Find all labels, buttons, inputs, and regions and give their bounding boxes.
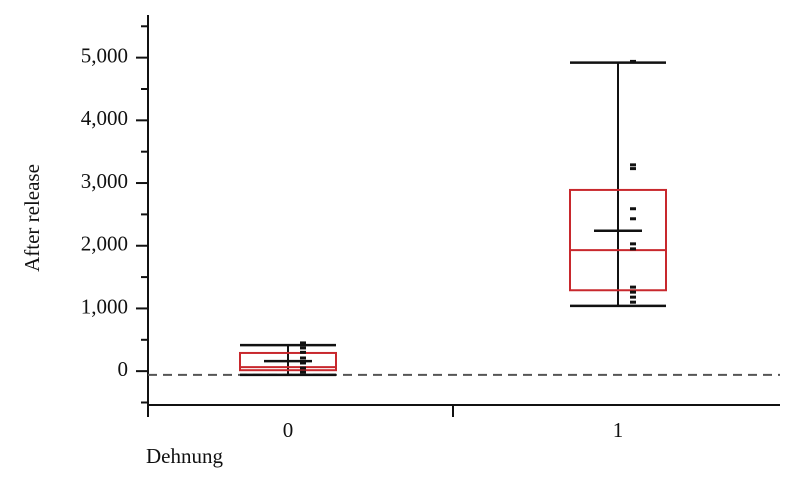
x-tick-label: 0 xyxy=(283,418,294,442)
y-tick-label: 3,000 xyxy=(81,169,128,193)
x-axis-label: Dehnung xyxy=(146,444,223,468)
box xyxy=(239,351,337,372)
x-tick-label: 1 xyxy=(613,418,624,442)
y-axis-label: After release xyxy=(20,164,44,272)
y-tick-label: 4,000 xyxy=(81,106,128,130)
y-tick-label: 1,000 xyxy=(81,294,128,318)
box xyxy=(569,188,667,292)
y-tick-label: 2,000 xyxy=(81,232,128,256)
y-tick-label: 5,000 xyxy=(81,43,128,67)
y-tick-label: 0 xyxy=(118,357,129,381)
